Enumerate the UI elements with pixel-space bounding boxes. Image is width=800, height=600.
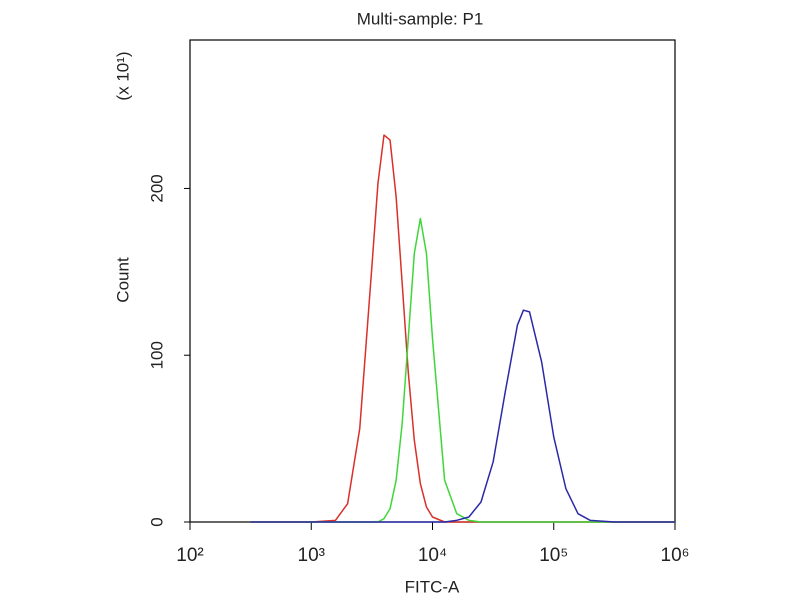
histogram-line bbox=[250, 217, 675, 523]
y-multiplier: (x 10¹) bbox=[113, 51, 132, 100]
y-axis-label: Count bbox=[113, 257, 132, 303]
histogram-line bbox=[250, 309, 675, 523]
x-tick-label: 10⁵ bbox=[539, 545, 568, 566]
x-tick-label: 10³ bbox=[298, 545, 325, 566]
y-tick-label: 100 bbox=[147, 341, 166, 369]
chart-title: Multi-sample: P1 bbox=[357, 9, 484, 28]
x-tick-label: 10⁴ bbox=[418, 545, 447, 566]
plot-frame bbox=[189, 39, 676, 523]
y-tick-label: 200 bbox=[147, 174, 166, 202]
x-axis-label: FITC-A bbox=[405, 577, 460, 596]
y-tick-label: 0 bbox=[147, 517, 166, 526]
histogram-line bbox=[250, 134, 675, 523]
x-tick-label: 10² bbox=[176, 545, 203, 566]
x-tick-label: 10⁶ bbox=[661, 545, 690, 566]
